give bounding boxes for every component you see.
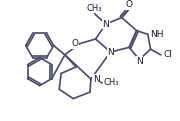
Text: O: O (126, 0, 133, 9)
Text: NH: NH (151, 30, 164, 39)
Text: CH₃: CH₃ (104, 78, 120, 87)
Text: Cl: Cl (164, 50, 172, 59)
Text: N: N (102, 20, 109, 29)
Text: CH₃: CH₃ (87, 4, 102, 13)
Text: O: O (72, 39, 79, 48)
Text: N: N (93, 75, 100, 84)
Text: N: N (136, 57, 143, 66)
Text: N: N (107, 49, 114, 57)
